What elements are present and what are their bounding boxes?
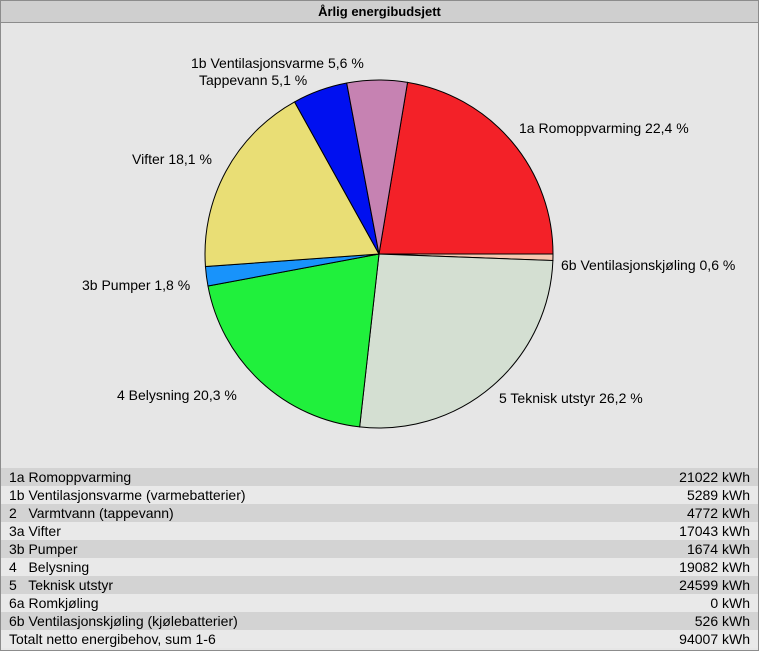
- row-label: 4 Belysning: [9, 559, 90, 575]
- slice-label: 3b Pumper 1,8 %: [82, 277, 190, 293]
- table-row: 1a Romoppvarming 21022 kWh: [1, 468, 758, 486]
- row-label: 3a Vifter: [9, 523, 61, 539]
- chart-title: Årlig energibudsjett: [1, 1, 758, 23]
- table-row: 3b Pumper 1674 kWh: [1, 540, 758, 558]
- table-row: 1b Ventilasjonsvarme (varmebatterier) 528…: [1, 486, 758, 504]
- row-value: 5289 kWh: [686, 487, 750, 503]
- row-label: 6b Ventilasjonskjøling (kjølebatterier): [9, 613, 238, 629]
- slice-label: 1a Romoppvarming 22,4 %: [519, 120, 689, 136]
- row-label: 1b Ventilasjonsvarme (varmebatterier): [9, 487, 246, 503]
- slice-label: Vifter 18,1 %: [132, 151, 212, 167]
- table-row: 2 Varmtvann (tappevann) 4772 kWh: [1, 504, 758, 522]
- energy-table: 1a Romoppvarming 21022 kWh 1b Ventilasjons…: [1, 468, 758, 648]
- pie-slice: [207, 253, 380, 428]
- table-row: 4 Belysning 19082 kWh: [1, 558, 758, 576]
- table-row: Totalt netto energibehov, sum 1-6 94007 k…: [1, 630, 758, 648]
- table-row: 5 Teknisk utstyr 24599 kWh: [1, 576, 758, 594]
- row-value: 24599 kWh: [679, 577, 750, 593]
- row-label: 1a Romoppvarming: [9, 469, 132, 485]
- row-value: 4772 kWh: [686, 505, 750, 521]
- slice-label: 1b Ventilasjonsvarme 5,6 %: [191, 55, 364, 71]
- pie-chart: 1a Romoppvarming 22,4 % 6b Ventilasjonskj…: [82, 55, 735, 429]
- table-row: 3a Vifter 17043 kWh: [1, 522, 758, 540]
- table-row: 6b Ventilasjonskjøling (kjølebatterier) 5…: [1, 612, 758, 630]
- slice-label: 6b Ventilasjonskjøling 0,6 %: [561, 257, 735, 273]
- table-row: 6a Romkjøling 0 kWh: [1, 594, 758, 612]
- row-label: 3b Pumper: [9, 541, 78, 557]
- pie-chart-area: 1a Romoppvarming 22,4 % 6b Ventilasjonskj…: [1, 23, 758, 465]
- pie-slice: [359, 253, 554, 429]
- pie-slice: [346, 79, 409, 255]
- row-value: 526 kWh: [694, 613, 750, 629]
- row-value: 17043 kWh: [679, 523, 750, 539]
- slice-label: 5 Teknisk utstyr 26,2 %: [499, 390, 643, 406]
- row-label: 5 Teknisk utstyr: [9, 577, 114, 593]
- row-value: 19082 kWh: [679, 559, 750, 575]
- pie-slice: [204, 101, 380, 268]
- pie-slice: [378, 81, 554, 255]
- row-value: 21022 kWh: [679, 469, 750, 485]
- row-value: 1674 kWh: [686, 541, 750, 557]
- row-value: 0 kWh: [710, 595, 750, 611]
- slice-label: Tappevann 5,1 %: [199, 72, 307, 88]
- row-label: Totalt netto energibehov, sum 1-6: [9, 631, 216, 647]
- row-value: 94007 kWh: [679, 631, 750, 647]
- slice-label: 4 Belysning 20,3 %: [117, 387, 237, 403]
- row-label: 6a Romkjøling: [9, 595, 99, 611]
- row-label: 2 Varmtvann (tappevann): [9, 505, 174, 521]
